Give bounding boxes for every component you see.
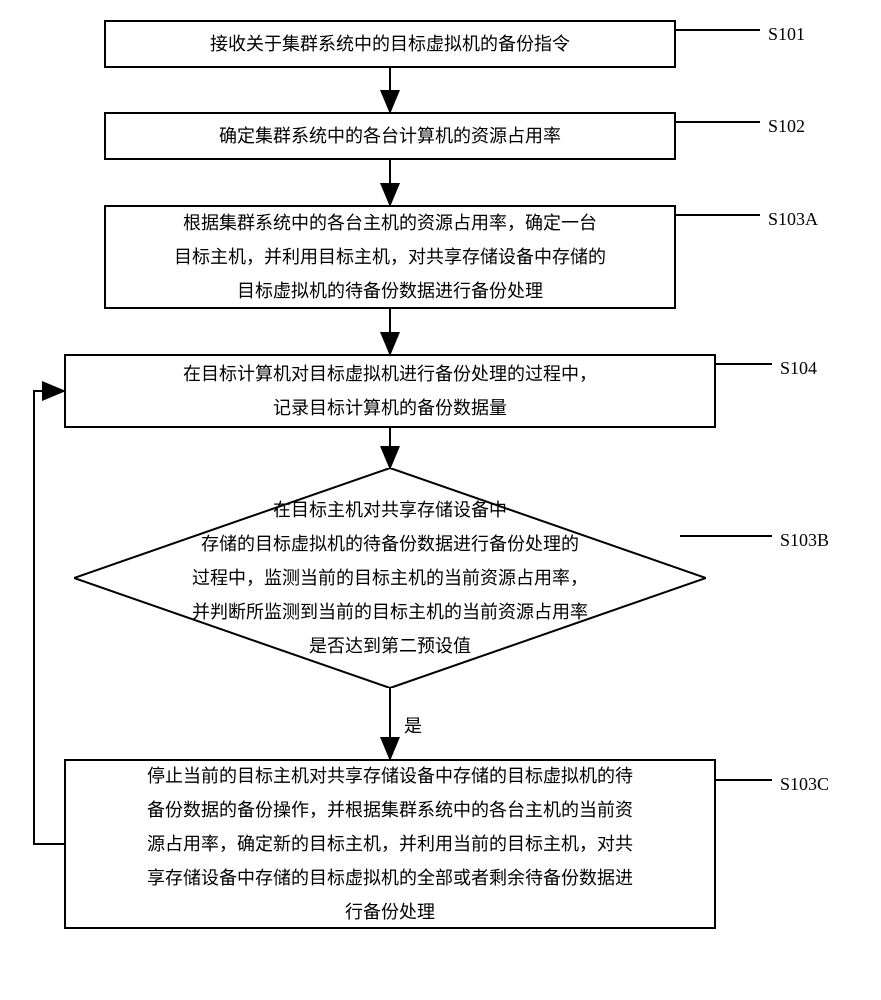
step-label-s102: S102 <box>768 116 805 137</box>
flow-step-s101: 接收关于集群系统中的目标虚拟机的备份指令 <box>104 20 676 68</box>
flow-step-text: 在目标计算机对目标虚拟机进行备份处理的过程中，记录目标计算机的备份数据量 <box>183 357 597 425</box>
flow-step-text: 停止当前的目标主机对共享存储设备中存储的目标虚拟机的待备份数据的备份操作，并根据… <box>147 759 633 930</box>
step-label-s101: S101 <box>768 24 805 45</box>
flow-step-s104: 在目标计算机对目标虚拟机进行备份处理的过程中，记录目标计算机的备份数据量 <box>64 354 716 428</box>
step-label-s103c: S103C <box>780 774 829 795</box>
edge-label-s103b-s103c: 是 <box>404 712 422 738</box>
flow-step-text: 接收关于集群系统中的目标虚拟机的备份指令 <box>210 27 570 61</box>
step-label-s104: S104 <box>780 358 817 379</box>
edge-s103c-s104 <box>34 391 64 844</box>
flow-step-s103c: 停止当前的目标主机对共享存储设备中存储的目标虚拟机的待备份数据的备份操作，并根据… <box>64 759 716 929</box>
flow-step-text: 根据集群系统中的各台主机的资源占用率，确定一台目标主机，并利用目标主机，对共享存… <box>174 206 606 309</box>
step-label-s103b: S103B <box>780 530 829 551</box>
flow-step-s103a: 根据集群系统中的各台主机的资源占用率，确定一台目标主机，并利用目标主机，对共享存… <box>104 205 676 309</box>
flow-step-text: 确定集群系统中的各台计算机的资源占用率 <box>219 119 561 153</box>
flow-decision-text: 在目标主机对共享存储设备中存储的目标虚拟机的待备份数据进行备份处理的过程中，监测… <box>74 468 706 688</box>
step-label-s103a: S103A <box>768 209 818 230</box>
flow-step-s102: 确定集群系统中的各台计算机的资源占用率 <box>104 112 676 160</box>
flow-decision-s103b: 在目标主机对共享存储设备中存储的目标虚拟机的待备份数据进行备份处理的过程中，监测… <box>74 468 706 688</box>
